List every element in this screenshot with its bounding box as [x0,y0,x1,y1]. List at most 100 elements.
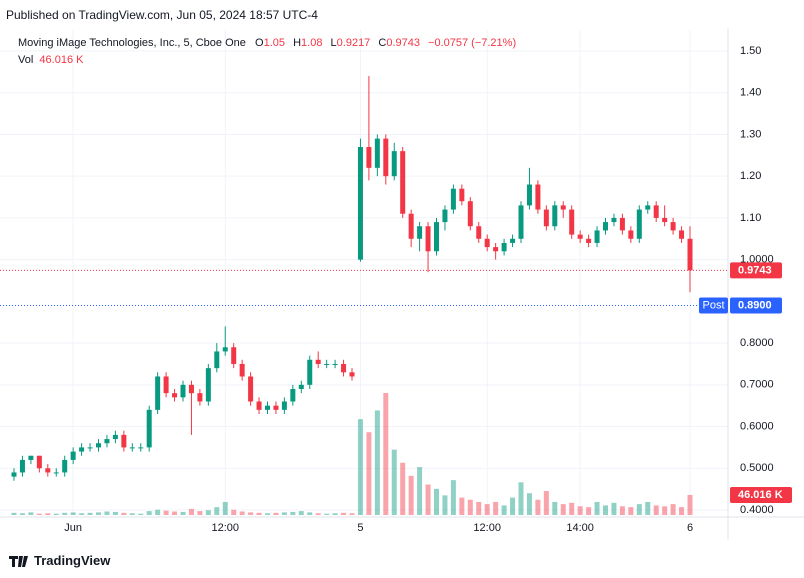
volume-bar [543,491,549,515]
candle-body [197,393,203,402]
candle-body [408,213,414,239]
candle-body [172,393,178,398]
volume-bar [256,512,262,515]
volume-bar [603,505,608,515]
candle-body [662,217,668,223]
volume-bar [586,507,592,515]
volume-bar [670,504,676,515]
candle-body [526,184,532,206]
volume-bar [467,499,473,515]
legend-row: Vol 46.016 K [18,52,521,69]
y-tick-label: 1.20 [740,170,761,182]
candle-body [366,146,372,168]
candle-body [96,443,101,448]
volume-bar [577,506,583,515]
volume-bar [231,509,237,515]
candle-body [112,434,118,440]
volume-bar [476,501,482,515]
candle-body [281,401,287,410]
candle-body [518,205,524,239]
candle-body [417,226,423,239]
volume-bar [28,512,34,515]
volume-bar [53,513,59,515]
y-tick-label: 0.8000 [740,337,774,349]
volume-bar [552,501,558,515]
candle-body [163,376,169,394]
candle-body [222,347,228,352]
candle-body [231,347,237,364]
volume-bar [518,482,524,515]
volume-bar [484,504,490,515]
candle-body [324,363,330,365]
volume-bar [146,511,152,515]
c-label: C [378,37,387,49]
candle-body [349,372,355,377]
candle-body [603,222,608,231]
volume-bar [636,504,642,515]
volume-bar [349,513,355,515]
y-tick-label: 0.7000 [740,379,774,391]
candle-body [535,184,541,210]
candle-body [586,238,592,243]
c-value: 0.9743 [386,37,420,49]
volume-bar [273,512,279,515]
volume-bar [188,508,194,515]
h-label: H [293,37,302,49]
volume-bar [391,449,397,515]
last-price-box [730,262,782,279]
volume-bar [501,505,507,515]
o-value: 1.05 [263,37,286,49]
l-value: 0.9217 [336,37,371,49]
candle-body [332,363,338,365]
candle-body [636,209,642,239]
volume-bar [163,510,169,515]
volume-bar [79,513,85,515]
candle-body [28,455,34,460]
x-tick-label: 12:00 [473,522,501,534]
candle-body [467,201,473,227]
volume-bar [357,419,363,515]
volume-bar [281,512,287,515]
candle-body [53,472,59,474]
x-tick-label: 14:00 [566,522,594,534]
volume-bar [70,512,76,515]
volume-bar [205,510,211,515]
volume-bar [594,501,600,515]
volume-bar [138,513,144,515]
volume-bar [619,506,625,515]
volume-bar [450,480,456,515]
volume-bar [408,475,414,515]
candle-body [484,238,490,248]
volume-bar [19,513,25,515]
candle-body [619,217,625,231]
volume-bar [239,511,245,515]
y-tick-label: 1.30 [740,128,761,140]
candle-body [653,205,659,218]
volume-bar [214,507,220,515]
volume-bar [265,513,270,515]
volume-bar [11,512,17,515]
candle-body [307,359,313,385]
volume-bar [434,488,439,515]
candle-body [155,376,161,410]
volume-bar [87,512,93,515]
candle-body [129,447,135,449]
volume-bar [172,511,178,515]
vol-value: 46.016 K [39,54,84,66]
legend-row: Moving iMage Technologies, Inc., 5, Cboe… [18,35,521,52]
y-tick-label: 0.4000 [740,504,774,516]
candle-body [205,368,211,402]
volume-bar [662,506,668,515]
post-price-text: 0.8900 [738,299,772,311]
candle-body [577,234,583,239]
volume-bar [526,493,532,515]
volume-bar [510,497,516,515]
volume-bar [425,484,431,515]
candle-body [79,447,85,452]
volume-bar [104,511,110,515]
candle-body [476,226,482,239]
volume-bar [180,511,186,515]
candle-body [670,222,676,231]
candle-body [442,209,448,223]
